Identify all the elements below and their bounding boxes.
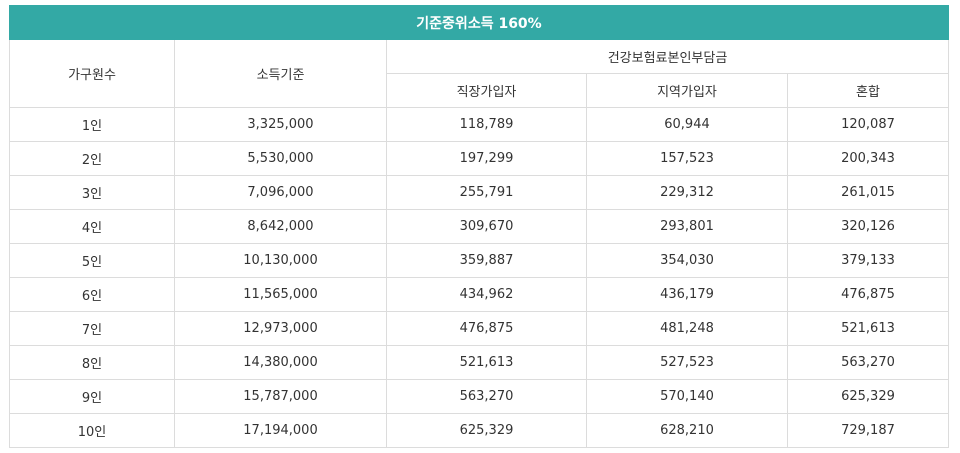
cell-income: 5,530,000	[174, 141, 387, 176]
cell-employee: 255,791	[386, 175, 587, 210]
cell-mixed: 200,343	[787, 141, 949, 176]
cell-employee: 118,789	[386, 107, 587, 142]
cell-income: 10,130,000	[174, 243, 387, 278]
cell-income: 17,194,000	[174, 413, 387, 448]
cell-employee: 434,962	[386, 277, 587, 312]
cell-income: 11,565,000	[174, 277, 387, 312]
cell-employee: 625,329	[386, 413, 587, 448]
cell-regional: 527,523	[586, 345, 788, 380]
cell-household: 2인	[9, 141, 175, 176]
header-premium-group: 건강보험료본인부담금	[386, 39, 949, 74]
header-regional: 지역가입자	[586, 73, 788, 108]
cell-mixed: 625,329	[787, 379, 949, 414]
header-row-2: 직장가입자 지역가입자 혼합	[10, 73, 949, 108]
table-row: 3인 7,096,000 255,791 229,312 261,015	[9, 175, 949, 210]
cell-regional: 481,248	[586, 311, 788, 346]
cell-mixed: 521,613	[787, 311, 949, 346]
cell-employee: 309,670	[386, 209, 587, 244]
cell-income: 7,096,000	[174, 175, 387, 210]
cell-regional: 570,140	[586, 379, 788, 414]
table-row: 8인 14,380,000 521,613 527,523 563,270	[9, 345, 949, 380]
cell-household: 8인	[9, 345, 175, 380]
cell-mixed: 120,087	[787, 107, 949, 142]
cell-employee: 476,875	[386, 311, 587, 346]
cell-household: 9인	[9, 379, 175, 414]
cell-household: 6인	[9, 277, 175, 312]
table-row: 1인 3,325,000 118,789 60,944 120,087	[9, 107, 949, 142]
cell-household: 3인	[9, 175, 175, 210]
table-title-row: 기준중위소득 160%	[9, 5, 949, 40]
cell-income: 8,642,000	[174, 209, 387, 244]
header-row-1: 가구원수 소득기준 건강보험료본인부담금	[9, 39, 949, 108]
cell-mixed: 379,133	[787, 243, 949, 278]
cell-mixed: 476,875	[787, 277, 949, 312]
cell-employee: 521,613	[386, 345, 587, 380]
cell-household: 5인	[9, 243, 175, 278]
income-table-container: 기준중위소득 160% 가구원수 소득기준 건강보험료본인부담금 직장가입자 지…	[9, 5, 949, 448]
header-employee: 직장가입자	[386, 73, 587, 108]
table-row: 4인 8,642,000 309,670 293,801 320,126	[9, 209, 949, 244]
table-row: 6인 11,565,000 434,962 436,179 476,875	[9, 277, 949, 312]
table-row: 5인 10,130,000 359,887 354,030 379,133	[9, 243, 949, 278]
cell-income: 14,380,000	[174, 345, 387, 380]
table-title: 기준중위소득 160%	[9, 5, 949, 40]
cell-regional: 60,944	[586, 107, 788, 142]
header-mixed: 혼합	[787, 73, 949, 108]
table-row: 2인 5,530,000 197,299 157,523 200,343	[9, 141, 949, 176]
cell-employee: 563,270	[386, 379, 587, 414]
cell-income: 12,973,000	[174, 311, 387, 346]
table-row: 9인 15,787,000 563,270 570,140 625,329	[9, 379, 949, 414]
cell-employee: 359,887	[386, 243, 587, 278]
cell-income: 3,325,000	[174, 107, 387, 142]
table-row: 10인 17,194,000 625,329 628,210 729,187	[9, 413, 949, 448]
cell-mixed: 261,015	[787, 175, 949, 210]
cell-regional: 354,030	[586, 243, 788, 278]
cell-regional: 157,523	[586, 141, 788, 176]
cell-regional: 293,801	[586, 209, 788, 244]
income-premium-table: 기준중위소득 160% 가구원수 소득기준 건강보험료본인부담금 직장가입자 지…	[9, 5, 949, 448]
cell-household: 10인	[9, 413, 175, 448]
cell-mixed: 729,187	[787, 413, 949, 448]
cell-regional: 229,312	[586, 175, 788, 210]
header-household: 가구원수	[9, 39, 175, 108]
cell-regional: 628,210	[586, 413, 788, 448]
cell-regional: 436,179	[586, 277, 788, 312]
header-income: 소득기준	[174, 39, 387, 108]
cell-income: 15,787,000	[174, 379, 387, 414]
cell-household: 4인	[9, 209, 175, 244]
cell-mixed: 320,126	[787, 209, 949, 244]
cell-household: 7인	[9, 311, 175, 346]
cell-employee: 197,299	[386, 141, 587, 176]
cell-mixed: 563,270	[787, 345, 949, 380]
cell-household: 1인	[9, 107, 175, 142]
table-row: 7인 12,973,000 476,875 481,248 521,613	[9, 311, 949, 346]
